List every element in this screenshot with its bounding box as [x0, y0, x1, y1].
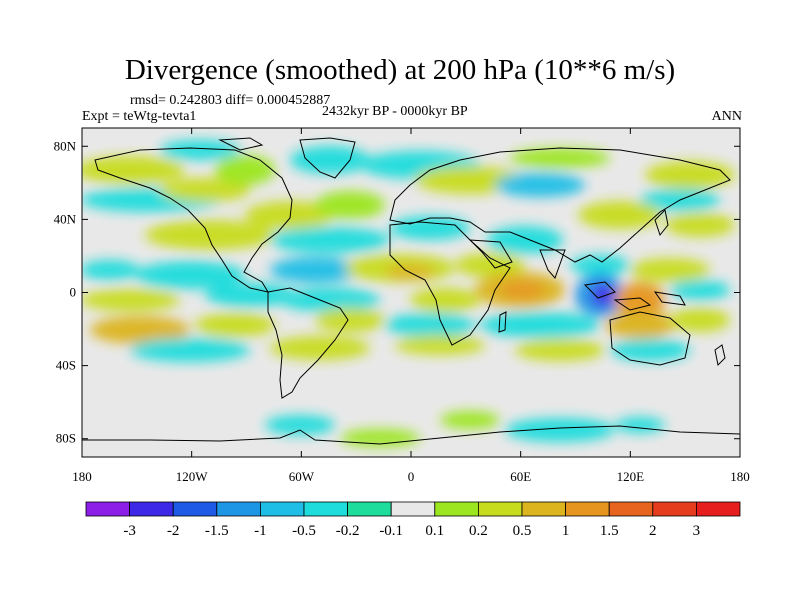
colorbar-swatch: [565, 501, 610, 517]
colorbar-swatch: [85, 501, 130, 517]
lon-tick-label: 180: [730, 469, 750, 484]
longitude-axis: 180 120W 60W 0 60E 120E 180: [72, 128, 750, 484]
lat-tick-label: 80N: [54, 138, 77, 153]
lon-tick-label: 60E: [510, 469, 531, 484]
colorbar-swatch: [259, 501, 305, 517]
lon-tick-label: 120W: [176, 469, 209, 484]
season-label: ANN: [711, 109, 742, 124]
colorbar-swatch: [347, 501, 392, 517]
colorbar-swatch: [477, 501, 523, 517]
colorbar-swatch: [608, 501, 654, 517]
colorbar-label: 1: [562, 523, 570, 539]
lat-tick-label: 40N: [54, 211, 77, 226]
divergence-field: [82, 140, 735, 447]
colorbar-label: -0.2: [336, 523, 360, 539]
colorbar-swatch: [696, 501, 741, 517]
colorbar-swatch: [172, 501, 218, 517]
colorbar-swatch: [129, 501, 174, 517]
colorbar-label: -0.5: [292, 523, 316, 539]
colorbar-swatch: [652, 501, 697, 517]
lon-tick-label: 120E: [617, 469, 645, 484]
colorbar-swatch: [521, 501, 566, 517]
period-label: 2432kyr BP - 0000kyr BP: [322, 104, 468, 119]
rmsd-diff-stats: rmsd= 0.242803 diff= 0.000452887: [130, 93, 331, 108]
colorbar-label: 0.5: [513, 523, 532, 539]
colorbar-label: -1: [254, 523, 267, 539]
colorbar-swatch: [434, 501, 479, 517]
colorbar-swatch: [390, 501, 436, 517]
lon-tick-label: 0: [408, 469, 415, 484]
chart-title: Divergence (smoothed) at 200 hPa (10**6 …: [124, 54, 676, 86]
colorbar-label: 2: [649, 523, 657, 539]
lon-tick-label: 180: [72, 469, 92, 484]
colorbar-label: -1.5: [205, 523, 229, 539]
lat-tick-label: 0: [70, 285, 77, 300]
colorbar-label: 1.5: [600, 523, 619, 539]
colorbar-label: 3: [693, 523, 701, 539]
colorbar-label: -2: [167, 523, 180, 539]
colorbar-label: -3: [123, 523, 136, 539]
lon-tick-label: 60W: [289, 469, 315, 484]
colorbar-swatch: [303, 501, 348, 517]
lat-tick-label: 40S: [56, 358, 76, 373]
colorbar-label: 0.2: [469, 523, 488, 539]
lat-tick-label: 80S: [56, 431, 76, 446]
experiment-label: Expt = teWtg-tevta1: [82, 109, 197, 124]
colorbar-label: 0.1: [425, 523, 444, 539]
colorbar: -3 -2 -1.5 -1 -0.5 -0.2 -0.1 0.1 0.2 0.5 1 1.5 2 3: [85, 501, 741, 539]
colorbar-swatch: [216, 501, 261, 517]
coastlines: [82, 137, 740, 445]
colorbar-label: -0.1: [379, 523, 403, 539]
latitude-axis: 80N 40N 0 40S 80S: [54, 138, 740, 446]
plot-area: [81, 127, 741, 458]
